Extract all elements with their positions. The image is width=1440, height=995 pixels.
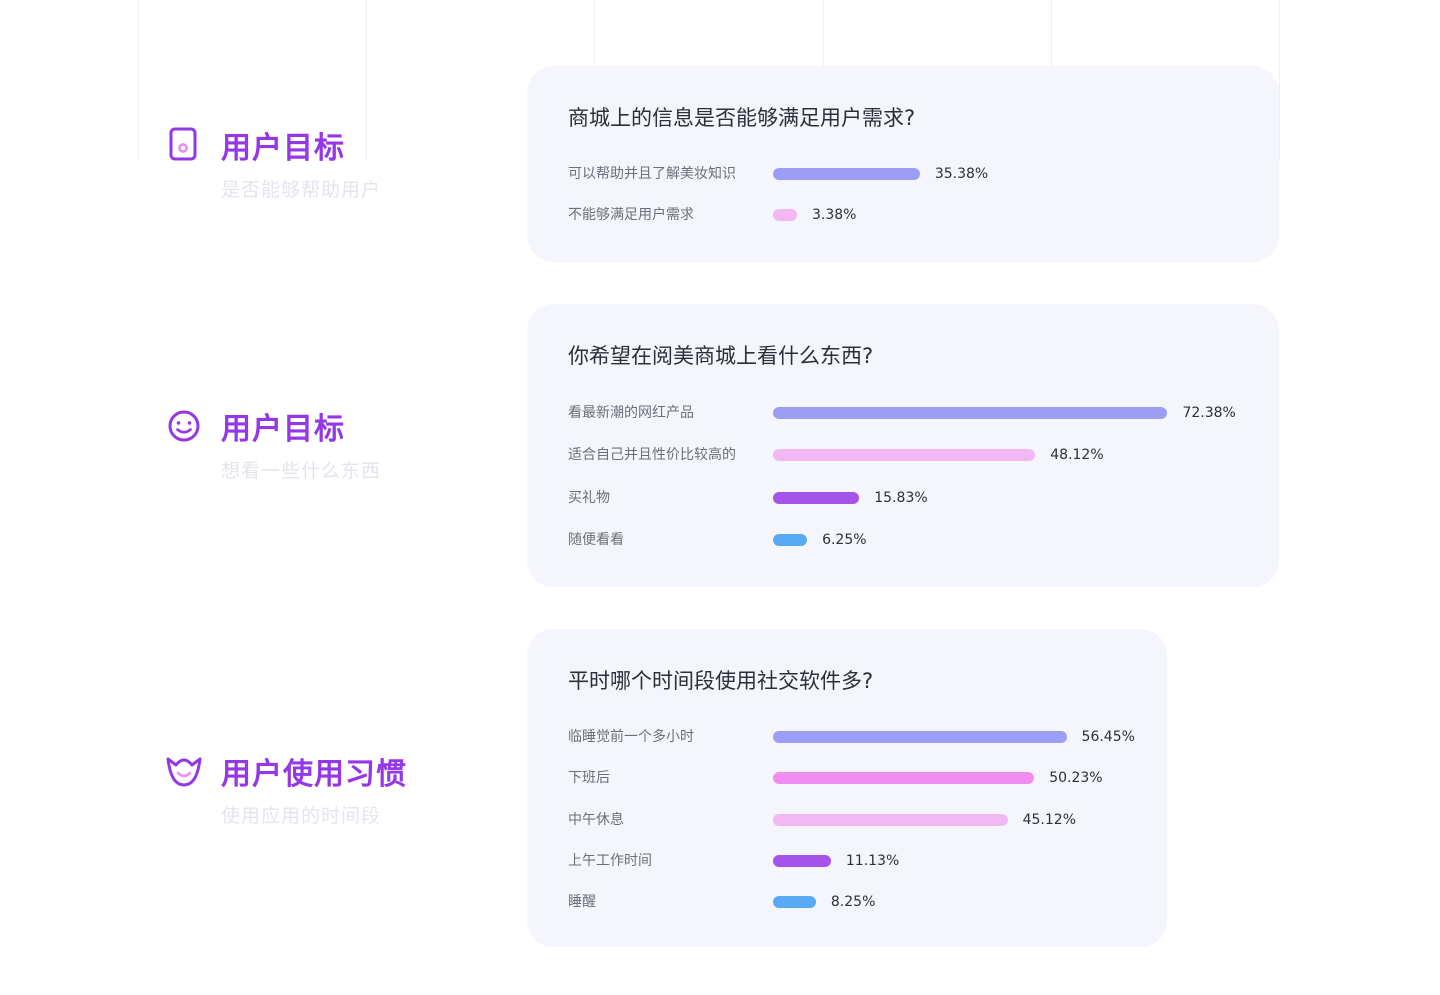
- section-subtitle: 想看一些什么东西: [221, 460, 382, 482]
- bar-row: 临睡觉前一个多小时 56.45%: [527, 726, 1167, 748]
- bar: [773, 813, 1008, 826]
- bar-label: 不能够满足用户需求: [568, 207, 694, 223]
- bar-row: 中午休息 45.12%: [527, 809, 1167, 831]
- bar: [773, 772, 1035, 785]
- grid-line: [1051, 0, 1052, 66]
- bar-row: 睡醒 8.25%: [527, 891, 1167, 913]
- bar: [773, 209, 797, 221]
- grid-line: [594, 0, 595, 66]
- bar-row: 适合自己并且性价比较高的 48.12%: [527, 444, 1279, 466]
- chart-card-2: 你希望在阅美商城上看什么东西? 看最新潮的网红产品 72.38% 适合自己并且性价比…: [527, 304, 1279, 587]
- bar: [773, 168, 920, 180]
- bar: [773, 491, 860, 504]
- chart-title: 商城上的信息是否能够满足用户需求?: [568, 106, 916, 130]
- bar-value-label: 11.13%: [845, 852, 900, 869]
- bar: [773, 896, 816, 909]
- bar-value-label: 45.12%: [1022, 811, 1076, 828]
- chart-title: 你希望在阅美商城上看什么东西?: [568, 344, 874, 368]
- bar-label: 下班后: [568, 770, 610, 787]
- bar-row: 看最新潮的网红产品 72.38%: [527, 402, 1279, 424]
- bar: [773, 533, 808, 546]
- bar-value-label: 15.83%: [874, 489, 928, 506]
- section-subtitle: 是否能够帮助用户: [221, 179, 382, 201]
- bar: [773, 407, 1168, 419]
- bar-row: 随便看看 6.25%: [527, 529, 1279, 551]
- bar-value-label: 48.12%: [1050, 447, 1104, 464]
- chart-title: 平时哪个时间段使用社交软件多?: [568, 669, 874, 693]
- section-title: 用户目标: [221, 131, 345, 166]
- bar-value-label: 6.25%: [822, 531, 867, 548]
- bar-row: 可以帮助并且了解美妆知识 35.38%: [527, 163, 1279, 185]
- bar-label: 看最新潮的网红产品: [568, 405, 694, 421]
- bar-value-label: 8.25%: [830, 894, 876, 911]
- bar-label: 适合自己并且性价比较高的: [568, 447, 736, 464]
- section-title: 用户目标: [221, 412, 345, 447]
- tablet-icon: [169, 127, 197, 161]
- smile-icon: [168, 410, 200, 442]
- bar-label: 买礼物: [568, 489, 610, 506]
- grid-line: [1279, 0, 1280, 160]
- bar-value-label: 56.45%: [1081, 729, 1135, 745]
- bar-label: 上午工作时间: [568, 852, 652, 869]
- chart-card-1: 商城上的信息是否能够满足用户需求? 可以帮助并且了解美妆知识 35.38% 不能够满…: [527, 66, 1279, 262]
- bar: [773, 449, 1036, 462]
- grid-line: [138, 0, 139, 160]
- section-title: 用户使用习惯: [221, 757, 407, 792]
- bar: [773, 854, 831, 867]
- bar-row: 买礼物 15.83%: [527, 487, 1279, 509]
- section-subtitle: 使用应用的时间段: [221, 805, 382, 827]
- bar-label: 随便看看: [568, 531, 624, 548]
- bar-row: 不能够满足用户需求 3.38%: [527, 204, 1279, 226]
- cup-icon: [166, 757, 202, 787]
- bar: [773, 731, 1067, 743]
- bar-label: 临睡觉前一个多小时: [568, 729, 694, 745]
- bar-value-label: 35.38%: [934, 166, 989, 182]
- bar-label: 睡醒: [568, 894, 596, 911]
- bar-value-label: 50.23%: [1049, 770, 1103, 787]
- bar-row: 上午工作时间 11.13%: [527, 850, 1167, 872]
- grid-line: [366, 0, 367, 160]
- bar-label: 可以帮助并且了解美妆知识: [568, 166, 736, 182]
- bar-value-label: 3.38%: [812, 207, 857, 223]
- bar-row: 下班后 50.23%: [527, 767, 1167, 789]
- bar-label: 中午休息: [568, 811, 624, 828]
- chart-card-3: 平时哪个时间段使用社交软件多? 临睡觉前一个多小时 56.45% 下班后 50.23%…: [527, 629, 1167, 947]
- grid-line: [823, 0, 824, 66]
- bar-value-label: 72.38%: [1182, 405, 1236, 421]
